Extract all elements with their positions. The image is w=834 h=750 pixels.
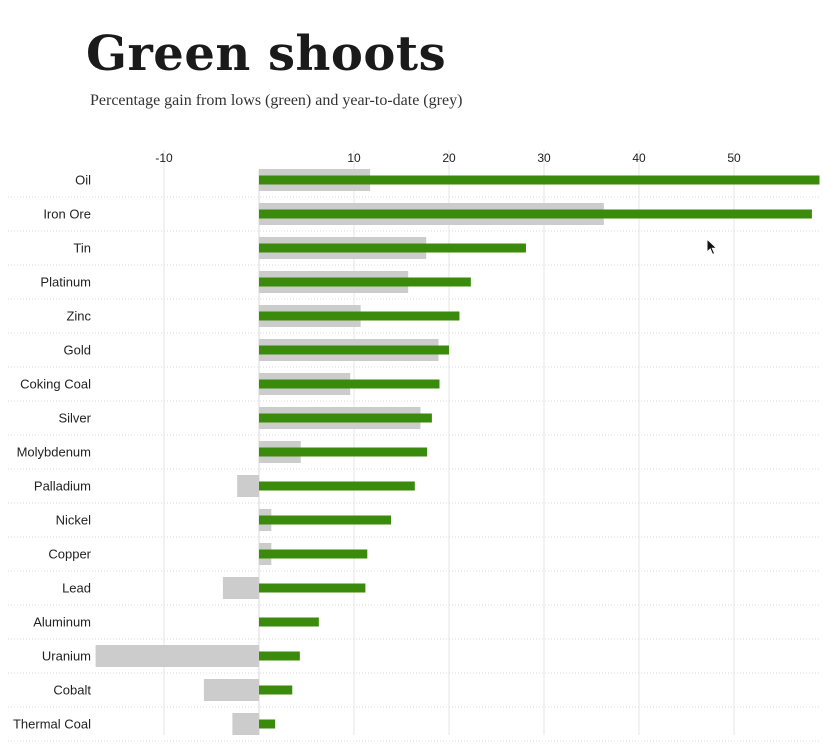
category-label: Platinum [40, 275, 91, 290]
category-label: Molybdenum [17, 445, 91, 460]
x-tick-label: 10 [347, 151, 361, 165]
x-tick-label: 20 [442, 151, 456, 165]
bar-ytd-lead [222, 577, 259, 599]
chart-title: Green shoots [86, 26, 447, 82]
bar-gain-zinc [259, 311, 460, 321]
bar-gain-palladium [259, 481, 415, 491]
bar-ytd-uranium [95, 645, 259, 667]
bar-gain-uranium [259, 651, 300, 661]
bar-gain-cobalt [259, 685, 293, 695]
x-tick-label: 40 [632, 151, 646, 165]
category-label: Oil [75, 173, 91, 188]
category-labels: Oil Iron Ore Tin Platinum Zinc Gold Coking Coa… [13, 173, 92, 732]
bar-gain-nickel [259, 515, 392, 525]
row-separators [8, 196, 820, 742]
mouse-pointer-icon [706, 238, 718, 256]
category-label: Tin [73, 241, 91, 256]
bar-ytd-palladium [237, 475, 259, 497]
bar-gain-lead [259, 583, 366, 593]
category-label: Cobalt [53, 683, 91, 698]
bar-gain-molybdenum [259, 447, 428, 457]
bar-ytd-thermal-coal [232, 713, 259, 735]
category-label: Palladium [34, 479, 91, 494]
category-label: Copper [48, 547, 91, 562]
category-label: Zinc [66, 309, 91, 324]
bar-ytd-cobalt [203, 679, 259, 701]
bar-gain-iron-ore [259, 209, 812, 219]
category-label: Gold [64, 343, 91, 358]
category-label: Thermal Coal [13, 717, 91, 732]
bar-gain-silver [259, 413, 432, 423]
category-label: Uranium [42, 649, 91, 664]
x-axis-ticks: -10 10 20 30 40 50 [155, 151, 741, 165]
bar-gain-platinum [259, 277, 471, 287]
bar-gain-oil [259, 175, 820, 185]
bar-gain-tin [259, 243, 526, 253]
x-tick-label: 50 [727, 151, 741, 165]
x-tick-label: 30 [537, 151, 551, 165]
chart-subtitle: Percentage gain from lows (green) and ye… [90, 92, 463, 109]
bars [95, 169, 820, 735]
bar-gain-gold [259, 345, 449, 355]
bar-gain-copper [259, 549, 368, 559]
bar-gain-aluminum [259, 617, 319, 627]
category-label: Nickel [56, 513, 92, 528]
category-label: Lead [62, 581, 91, 596]
bar-gain-coking-coal [259, 379, 440, 389]
category-label: Silver [58, 411, 91, 426]
bar-gain-thermal-coal [259, 719, 276, 729]
category-label: Coking Coal [20, 377, 91, 392]
category-label: Aluminum [33, 615, 91, 630]
category-label: Iron Ore [43, 207, 91, 222]
x-tick-label: -10 [155, 151, 173, 165]
